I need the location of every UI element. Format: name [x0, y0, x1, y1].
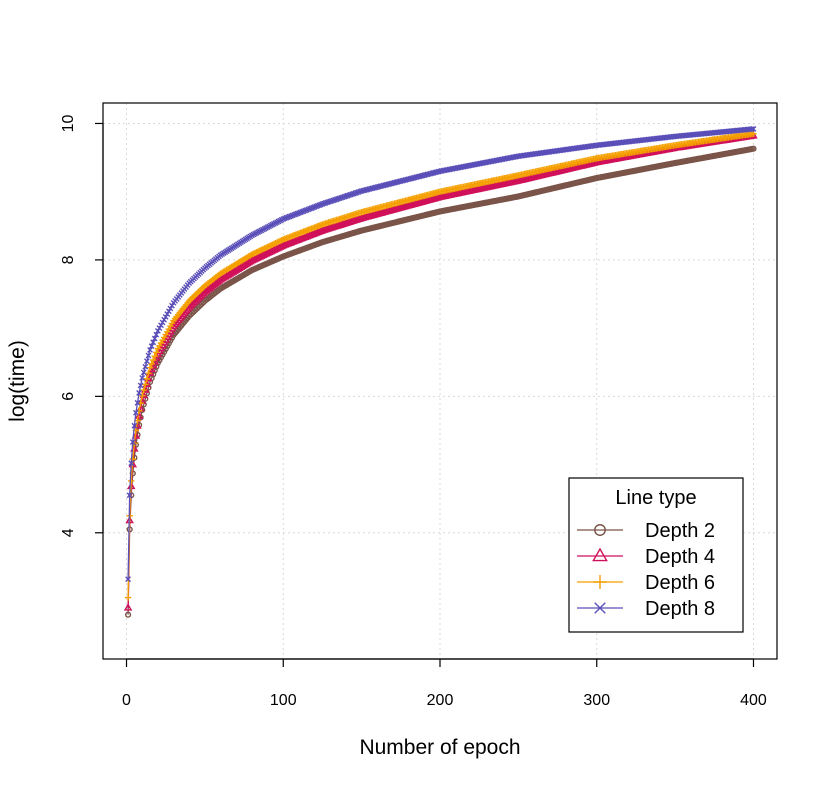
data-point — [750, 145, 757, 152]
data-point — [133, 409, 139, 416]
x-tick-label: 200 — [427, 692, 454, 709]
series-depth-6 — [124, 130, 757, 601]
data-point — [142, 363, 149, 370]
y-tick-label: 10 — [60, 114, 77, 132]
legend-label: Depth 6 — [645, 572, 715, 594]
data-point — [136, 390, 142, 396]
data-point — [137, 382, 144, 389]
data-point — [164, 311, 171, 317]
data-point — [135, 407, 143, 414]
series-depth-8 — [125, 126, 757, 583]
data-point — [165, 308, 172, 315]
legend-label: Depth 2 — [645, 520, 715, 542]
x-tick-label: 400 — [740, 692, 767, 709]
legend-marker-circle — [594, 524, 606, 536]
data-point — [133, 421, 142, 429]
data-point — [145, 352, 152, 359]
legend-item: Depth 8 — [577, 598, 715, 620]
data-point — [749, 126, 755, 132]
x-tick-label: 0 — [122, 692, 131, 709]
data-point — [161, 316, 168, 323]
data-point — [134, 411, 144, 419]
data-point — [131, 431, 141, 439]
data-point — [156, 325, 163, 331]
legend-item: Depth 4 — [577, 546, 715, 568]
y-tick-label: 6 — [60, 392, 77, 401]
legend-item: Depth 6 — [577, 572, 715, 594]
data-point — [123, 603, 133, 611]
data-point — [149, 356, 157, 364]
series-layer — [123, 126, 758, 618]
data-point — [124, 611, 132, 618]
legend-title: Line type — [615, 487, 696, 509]
data-point — [140, 386, 147, 394]
data-point — [131, 422, 138, 429]
legend-marker-plus — [593, 575, 607, 589]
data-point — [154, 327, 161, 334]
data-point — [134, 399, 141, 406]
legend: Line type Depth 2 Depth 4 Depth 6 Depth 8 — [568, 477, 744, 633]
data-point — [750, 126, 757, 132]
data-point — [126, 492, 133, 499]
data-point — [151, 335, 158, 342]
y-tick-label: 4 — [60, 528, 77, 537]
legend-items: Depth 2 Depth 4 Depth 6 Depth 8 — [577, 520, 715, 620]
data-point — [129, 439, 136, 445]
axis-layer: 0 100 200 300 400 4 6 8 10 — [60, 114, 767, 709]
data-point — [139, 375, 146, 381]
data-point — [169, 302, 175, 309]
data-point — [138, 392, 146, 399]
data-point — [125, 576, 131, 583]
legend-item: Depth 2 — [577, 520, 715, 542]
data-point — [143, 358, 150, 365]
x-tick-label: 100 — [270, 692, 297, 709]
data-point — [148, 343, 155, 350]
data-point — [153, 349, 160, 356]
data-point — [128, 460, 135, 467]
data-point — [143, 375, 151, 383]
data-point — [128, 477, 135, 485]
x-axis-title: Number of epoch — [359, 736, 520, 759]
x-tick-label: 300 — [583, 692, 610, 709]
data-point — [167, 305, 174, 312]
data-point — [124, 594, 132, 601]
data-point — [148, 360, 155, 368]
y-axis-title: log(time) — [6, 340, 29, 422]
data-point — [151, 353, 158, 360]
data-point — [150, 339, 157, 346]
y-tick-label: 8 — [60, 255, 77, 264]
data-point — [140, 369, 147, 376]
legend-label: Depth 8 — [645, 598, 715, 620]
legend-label: Depth 4 — [645, 546, 715, 568]
data-point — [147, 347, 153, 353]
data-point — [146, 364, 154, 371]
data-point — [145, 370, 152, 377]
series-depth-2 — [124, 145, 757, 618]
data-point — [158, 322, 164, 329]
data-point — [162, 313, 169, 320]
data-point — [153, 331, 160, 338]
data-point — [142, 381, 149, 388]
legend-marker-triangle — [592, 547, 608, 562]
data-point — [159, 319, 166, 326]
legend-marker-cross — [594, 602, 606, 614]
